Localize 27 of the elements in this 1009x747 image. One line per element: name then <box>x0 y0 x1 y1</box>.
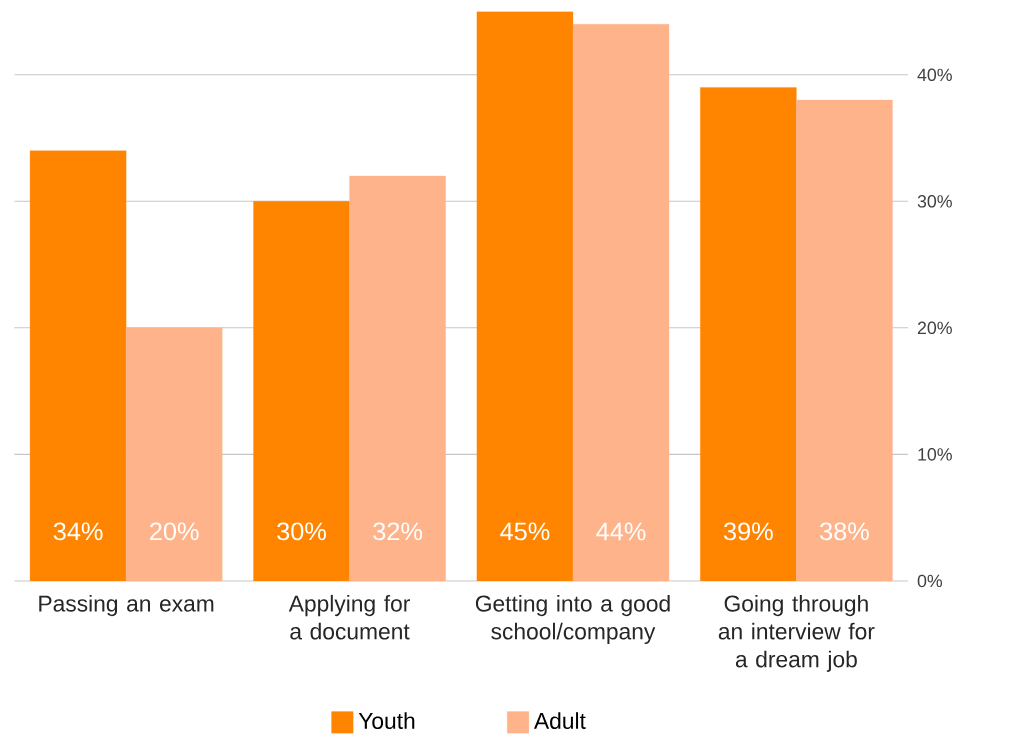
y-tick-label: 10% <box>918 448 952 461</box>
legend-label: Adult <box>533 712 586 730</box>
bar <box>125 327 223 582</box>
y-tick-label: 30% <box>917 195 952 208</box>
data-label: 45% <box>500 522 550 541</box>
legend-label: Youth <box>358 712 415 730</box>
bar <box>476 11 574 582</box>
bar <box>349 176 446 582</box>
data-label: 20% <box>150 522 199 541</box>
y-tick-label: 20% <box>917 321 952 335</box>
x-tick-label: Passing an exam <box>39 595 214 617</box>
bar <box>700 87 797 582</box>
data-label: 32% <box>373 522 423 541</box>
y-tick-label: 0% <box>917 574 943 588</box>
data-label: 38% <box>820 522 869 541</box>
bar <box>253 201 350 582</box>
data-label: 39% <box>723 522 773 541</box>
x-tick-label: Getting into a good school/company <box>475 595 670 645</box>
data-label: 34% <box>53 522 103 541</box>
data-label: 44% <box>596 522 646 541</box>
bar <box>572 24 670 582</box>
x-tick-label: Applying for a document <box>288 595 410 640</box>
bar <box>796 100 893 582</box>
bar <box>29 150 127 582</box>
data-label: 30% <box>277 522 326 541</box>
x-tick-label: Going through an interview for a dream job <box>718 595 875 673</box>
y-tick-label: 40% <box>917 68 952 82</box>
